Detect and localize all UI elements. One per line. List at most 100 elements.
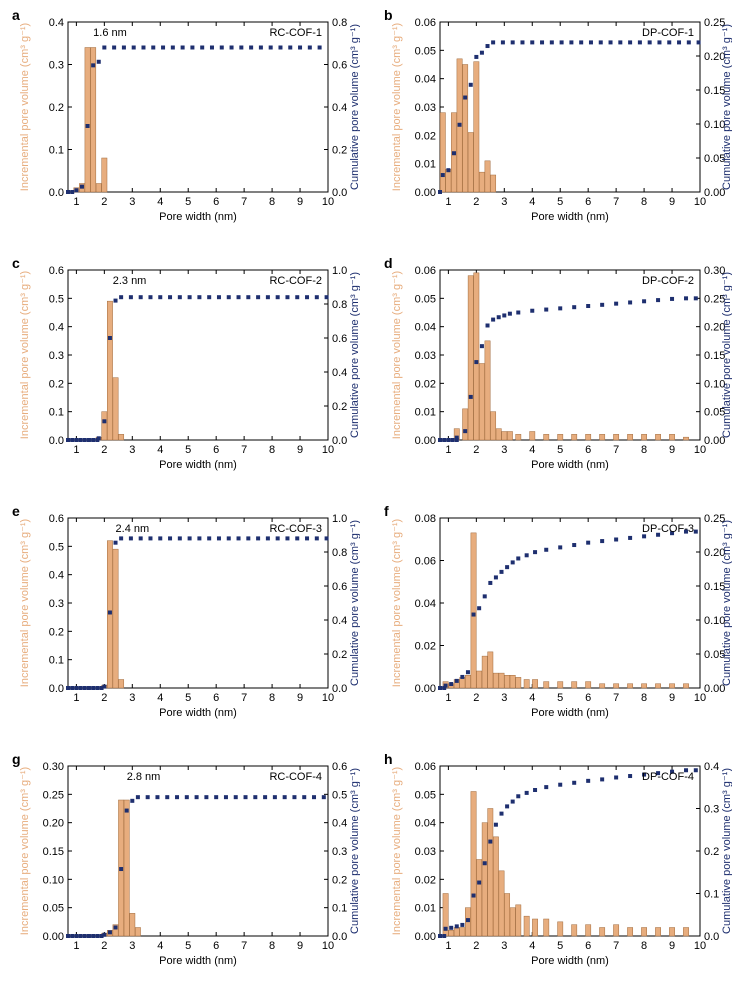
bar (485, 341, 490, 440)
svg-text:8: 8 (269, 940, 275, 952)
svg-text:9: 9 (297, 444, 303, 456)
svg-text:5: 5 (185, 196, 191, 208)
cumulative-marker (276, 295, 280, 299)
cumulative-marker (628, 774, 632, 778)
bar (479, 364, 484, 441)
cumulative-marker (302, 795, 306, 799)
svg-text:9: 9 (669, 196, 675, 208)
svg-text:6: 6 (213, 444, 219, 456)
y1-axis-label: Incremental pore volume (cm³ g⁻¹) (19, 23, 31, 191)
svg-text:9: 9 (297, 196, 303, 208)
svg-text:9: 9 (297, 940, 303, 952)
svg-text:0.4: 0.4 (332, 102, 347, 114)
bar (135, 928, 140, 937)
svg-text:1: 1 (445, 692, 451, 704)
cumulative-marker (600, 303, 604, 307)
cumulative-marker (600, 539, 604, 543)
bar (613, 684, 618, 688)
cumulative-marker (266, 295, 270, 299)
cumulative-marker (108, 610, 112, 614)
svg-text:0.0: 0.0 (332, 187, 347, 199)
sample-label: DP-COF-2 (642, 275, 694, 287)
cumulative-marker (74, 188, 78, 192)
cumulative-marker (516, 794, 520, 798)
svg-text:0.05: 0.05 (415, 45, 436, 57)
cumulative-marker (677, 40, 681, 44)
cumulative-marker (516, 311, 520, 315)
cumulative-marker (102, 685, 106, 689)
svg-text:6: 6 (585, 196, 591, 208)
svg-text:0.02: 0.02 (415, 130, 436, 142)
svg-text:0.2: 0.2 (332, 401, 347, 413)
cumulative-marker (466, 918, 470, 922)
cumulative-marker (132, 46, 136, 50)
y2-axis-label: Cumulative pore volume (cm³ g⁻¹) (721, 520, 732, 686)
cumulative-marker (210, 46, 214, 50)
cumulative-marker (181, 46, 185, 50)
cumulative-marker (276, 536, 280, 540)
bar (468, 276, 473, 440)
cumulative-marker (175, 795, 179, 799)
svg-text:1: 1 (73, 940, 79, 952)
y1-axis-label: Incremental pore volume (cm³ g⁻¹) (391, 23, 403, 191)
cumulative-marker (609, 40, 613, 44)
bar (463, 65, 468, 193)
bar (496, 429, 501, 440)
bar (627, 684, 632, 688)
cumulative-marker (292, 795, 296, 799)
cumulative-marker (505, 804, 509, 808)
cumulative-marker (458, 123, 462, 127)
bar (669, 928, 674, 937)
svg-text:1.0: 1.0 (332, 265, 347, 277)
cumulative-marker (446, 438, 450, 442)
cumulative-marker (273, 795, 277, 799)
bar (641, 434, 646, 440)
svg-text:0.1: 0.1 (49, 655, 64, 667)
bar (507, 432, 512, 441)
svg-text:0.5: 0.5 (332, 789, 347, 801)
bar (490, 175, 495, 192)
sample-label: DP-COF-1 (642, 27, 694, 39)
cumulative-marker (325, 536, 329, 540)
svg-text:0.3: 0.3 (49, 60, 64, 72)
cumulative-marker (151, 46, 155, 50)
cumulative-marker (97, 436, 101, 440)
svg-text:3: 3 (129, 196, 135, 208)
cumulative-marker (227, 536, 231, 540)
panel-g: g12345678910Pore width (nm)0.000.050.100… (10, 754, 370, 984)
cumulative-marker (544, 548, 548, 552)
svg-text:0.06: 0.06 (415, 761, 436, 773)
cumulative-marker (74, 686, 78, 690)
svg-text:0.6: 0.6 (49, 265, 64, 277)
cumulative-marker (119, 295, 123, 299)
cumulative-marker (155, 795, 159, 799)
svg-text:6: 6 (213, 692, 219, 704)
bar (471, 533, 476, 688)
cumulative-marker (312, 795, 316, 799)
y2-axis-label: Cumulative pore volume (cm³ g⁻¹) (349, 24, 360, 190)
bar (493, 837, 498, 936)
bar (572, 434, 577, 440)
svg-text:3: 3 (501, 196, 507, 208)
cumulative-marker (214, 795, 218, 799)
svg-text:0.2: 0.2 (332, 145, 347, 157)
cumulative-marker (83, 686, 87, 690)
cumulative-marker (197, 536, 201, 540)
cumulative-marker (158, 295, 162, 299)
cumulative-marker (285, 295, 289, 299)
x-axis-label: Pore width (nm) (531, 459, 609, 471)
svg-text:7: 7 (613, 196, 619, 208)
chart-panel-d: d12345678910Pore width (nm)0.000.010.020… (382, 258, 732, 488)
bar (460, 928, 465, 937)
svg-text:0.04: 0.04 (415, 74, 436, 86)
cumulative-marker (516, 556, 520, 560)
cumulative-marker (114, 925, 118, 929)
cumulative-marker (253, 795, 257, 799)
cumulative-marker (525, 791, 529, 795)
cumulative-marker (438, 934, 442, 938)
bar (502, 432, 507, 441)
cumulative-marker (511, 560, 515, 564)
cumulative-marker (694, 768, 698, 772)
cumulative-marker (469, 83, 473, 87)
cumulative-marker (146, 795, 150, 799)
